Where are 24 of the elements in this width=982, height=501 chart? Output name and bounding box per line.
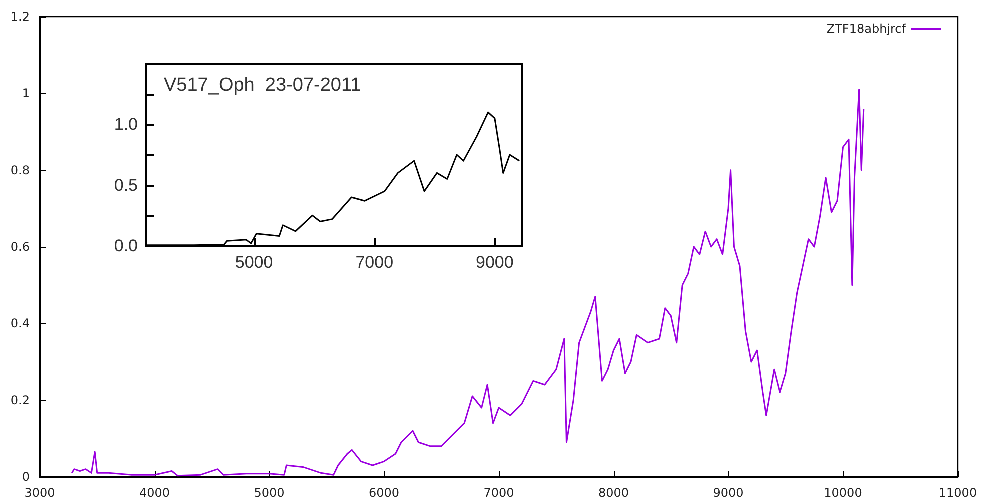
x-tick-label: 6000 [368, 486, 400, 500]
y-tick-label: 0.8 [10, 163, 30, 178]
y-tick-label: 0.0 [114, 236, 138, 256]
x-tick-label: 10000 [824, 486, 862, 500]
y-tick-label: 1 [22, 86, 30, 101]
y-tick-label: 1.2 [10, 10, 30, 24]
x-tick-label: 9000 [713, 486, 744, 500]
x-tick-label: 9000 [476, 253, 514, 272]
y-tick-label: 0.2 [10, 393, 30, 408]
x-tick-label: 3000 [24, 486, 56, 500]
x-tick-label: 11000 [938, 486, 978, 500]
y-tick-label: 0.6 [10, 240, 30, 254]
legend-label: ZTF18abhjrcf [826, 22, 907, 36]
x-tick-label: 7000 [484, 486, 514, 500]
y-tick-label: 0.4 [10, 316, 30, 331]
x-tick-label: 5000 [235, 253, 274, 272]
x-tick-label: 5000 [254, 486, 285, 500]
x-tick-label: 8000 [598, 486, 630, 500]
annotation: V517_Oph 23-07-2011 [164, 75, 362, 96]
y-tick-label: 0 [22, 470, 30, 484]
x-tick-label: 7000 [356, 253, 394, 272]
y-tick-label: 1.0 [114, 115, 138, 134]
y-tick-label: 0.5 [114, 176, 138, 195]
x-tick-label: 4000 [139, 486, 170, 500]
